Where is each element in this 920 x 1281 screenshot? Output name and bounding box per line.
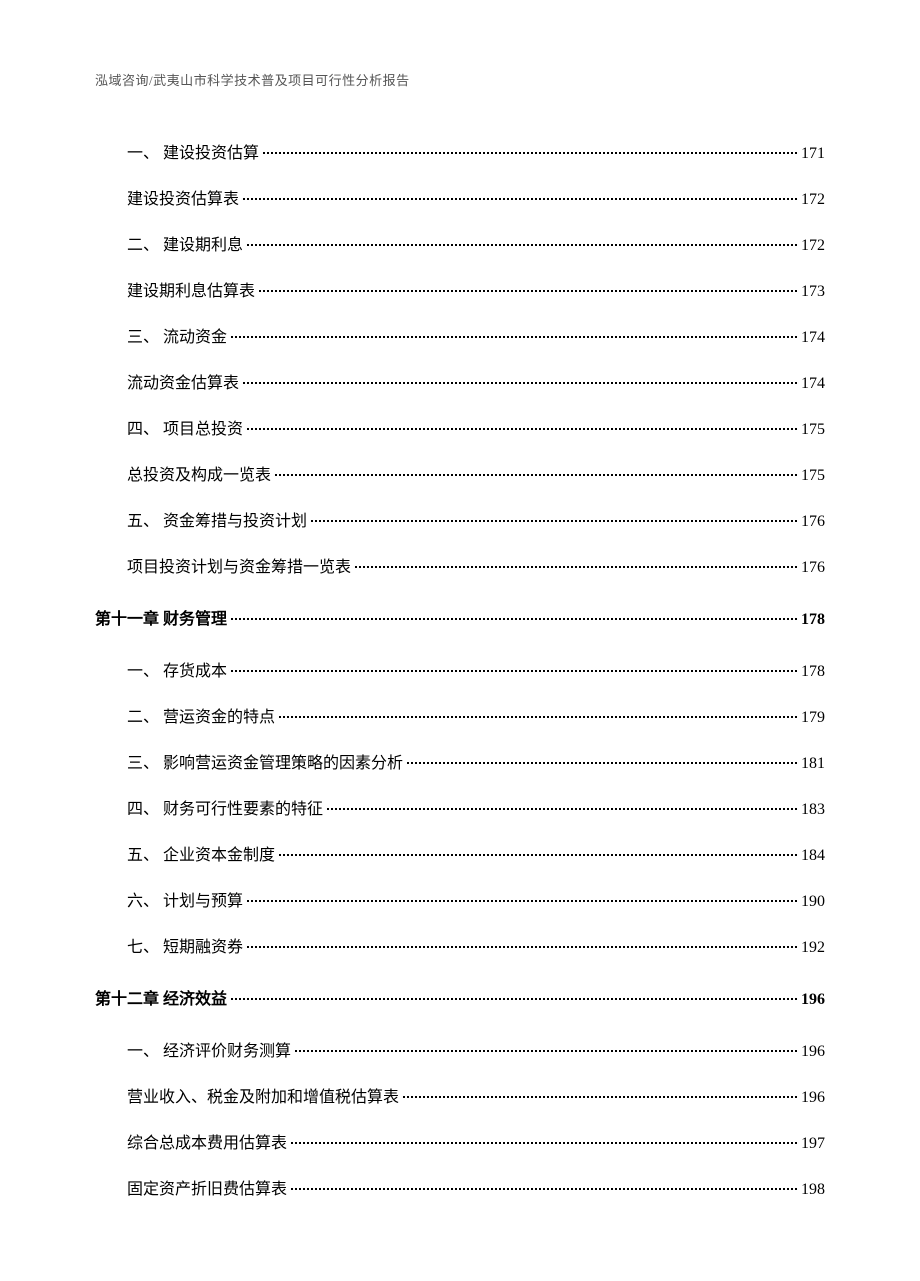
toc-entry-label: 第十二章 经济效益 (95, 985, 227, 1009)
toc-leader-dots (231, 670, 797, 672)
toc-entry-label: 流动资金估算表 (127, 369, 239, 393)
toc-leader-dots (327, 808, 797, 810)
toc-entry-page: 172 (801, 191, 825, 209)
toc-entry-page: 173 (801, 283, 825, 301)
toc-sub-entry: 一、 经济评价财务测算 196 (95, 1037, 825, 1061)
toc-sub-entry: 流动资金估算表 174 (95, 369, 825, 393)
toc-entry-page: 192 (801, 939, 825, 957)
toc-leader-dots (231, 618, 797, 620)
toc-entry-page: 176 (801, 559, 825, 577)
toc-entry-label: 四、 项目总投资 (127, 415, 243, 439)
toc-leader-dots (231, 336, 797, 338)
toc-leader-dots (291, 1188, 797, 1190)
toc-sub-entry: 五、 企业资本金制度 184 (95, 841, 825, 865)
toc-entry-label: 建设投资估算表 (127, 185, 239, 209)
toc-sub-entry: 二、 营运资金的特点 179 (95, 703, 825, 727)
toc-entry-label: 第十一章 财务管理 (95, 605, 227, 629)
toc-entry-label: 三、 影响营运资金管理策略的因素分析 (127, 749, 403, 773)
toc-leader-dots (279, 854, 797, 856)
page-container: 泓域咨询/武夷山市科学技术普及项目可行性分析报告 一、 建设投资估算 171 建设投… (0, 0, 920, 1281)
toc-entry-label: 总投资及构成一览表 (127, 461, 271, 485)
toc-entry-page: 184 (801, 847, 825, 865)
toc-entry-page: 175 (801, 421, 825, 439)
toc-entry-page: 196 (801, 1089, 825, 1107)
toc-leader-dots (295, 1050, 797, 1052)
toc-leader-dots (407, 762, 797, 764)
toc-chapter-entry: 第十一章 财务管理 178 (95, 605, 825, 629)
toc-sub-entry: 五、 资金筹措与投资计划 176 (95, 507, 825, 531)
toc-entry-page: 183 (801, 801, 825, 819)
toc-sub-entry: 一、 存货成本 178 (95, 657, 825, 681)
toc-entry-page: 174 (801, 329, 825, 347)
toc-entry-label: 项目投资计划与资金筹措一览表 (127, 553, 351, 577)
toc-leader-dots (247, 244, 797, 246)
toc-sub-entry: 一、 建设投资估算 171 (95, 139, 825, 163)
toc-entry-page: 176 (801, 513, 825, 531)
toc-leader-dots (243, 382, 797, 384)
toc-entry-label: 二、 建设期利息 (127, 231, 243, 255)
toc-leader-dots (247, 900, 797, 902)
toc-entry-page: 175 (801, 467, 825, 485)
toc-leader-dots (259, 290, 797, 292)
toc-entry-page: 172 (801, 237, 825, 255)
toc-entry-label: 固定资产折旧费估算表 (127, 1175, 287, 1199)
document-header: 泓域咨询/武夷山市科学技术普及项目可行性分析报告 (95, 70, 825, 89)
toc-entry-page: 196 (801, 991, 825, 1009)
toc-leader-dots (247, 946, 797, 948)
toc-sub-entry: 建设期利息估算表 173 (95, 277, 825, 301)
toc-entry-page: 179 (801, 709, 825, 727)
toc-sub-entry: 综合总成本费用估算表 197 (95, 1129, 825, 1153)
toc-entry-page: 198 (801, 1181, 825, 1199)
toc-sub-entry: 项目投资计划与资金筹措一览表 176 (95, 553, 825, 577)
toc-entry-label: 综合总成本费用估算表 (127, 1129, 287, 1153)
toc-leader-dots (247, 428, 797, 430)
toc-sub-entry: 总投资及构成一览表 175 (95, 461, 825, 485)
toc-leader-dots (231, 998, 797, 1000)
toc-entry-label: 六、 计划与预算 (127, 887, 243, 911)
toc-entry-label: 七、 短期融资券 (127, 933, 243, 957)
toc-sub-entry: 六、 计划与预算 190 (95, 887, 825, 911)
toc-leader-dots (263, 152, 797, 154)
toc-leader-dots (311, 520, 797, 522)
toc-entry-page: 178 (801, 611, 825, 629)
toc-leader-dots (243, 198, 797, 200)
toc-chapter-entry: 第十二章 经济效益 196 (95, 985, 825, 1009)
toc-leader-dots (291, 1142, 797, 1144)
toc-sub-entry: 营业收入、税金及附加和增值税估算表 196 (95, 1083, 825, 1107)
toc-entry-label: 一、 经济评价财务测算 (127, 1037, 291, 1061)
toc-entry-label: 五、 企业资本金制度 (127, 841, 275, 865)
toc-entry-page: 196 (801, 1043, 825, 1061)
toc-sub-entry: 三、 流动资金 174 (95, 323, 825, 347)
toc-entry-page: 178 (801, 663, 825, 681)
toc-entry-page: 174 (801, 375, 825, 393)
toc-sub-entry: 四、 财务可行性要素的特征 183 (95, 795, 825, 819)
toc-entry-label: 三、 流动资金 (127, 323, 227, 347)
toc-entry-label: 建设期利息估算表 (127, 277, 255, 301)
toc-entry-label: 一、 建设投资估算 (127, 139, 259, 163)
toc-entry-page: 197 (801, 1135, 825, 1153)
toc-leader-dots (275, 474, 797, 476)
toc-entry-label: 五、 资金筹措与投资计划 (127, 507, 307, 531)
toc-entry-page: 190 (801, 893, 825, 911)
table-of-contents: 一、 建设投资估算 171 建设投资估算表 172 二、 建设期利息 172 建设期利息估算… (95, 139, 825, 1199)
toc-leader-dots (403, 1096, 797, 1098)
toc-sub-entry: 二、 建设期利息 172 (95, 231, 825, 255)
toc-entry-label: 四、 财务可行性要素的特征 (127, 795, 323, 819)
toc-sub-entry: 三、 影响营运资金管理策略的因素分析 181 (95, 749, 825, 773)
toc-entry-label: 二、 营运资金的特点 (127, 703, 275, 727)
toc-sub-entry: 建设投资估算表 172 (95, 185, 825, 209)
toc-leader-dots (355, 566, 797, 568)
toc-entry-label: 一、 存货成本 (127, 657, 227, 681)
toc-sub-entry: 四、 项目总投资 175 (95, 415, 825, 439)
toc-sub-entry: 七、 短期融资券 192 (95, 933, 825, 957)
toc-leader-dots (279, 716, 797, 718)
toc-sub-entry: 固定资产折旧费估算表 198 (95, 1175, 825, 1199)
toc-entry-page: 171 (801, 145, 825, 163)
toc-entry-page: 181 (801, 755, 825, 773)
toc-entry-label: 营业收入、税金及附加和增值税估算表 (127, 1083, 399, 1107)
